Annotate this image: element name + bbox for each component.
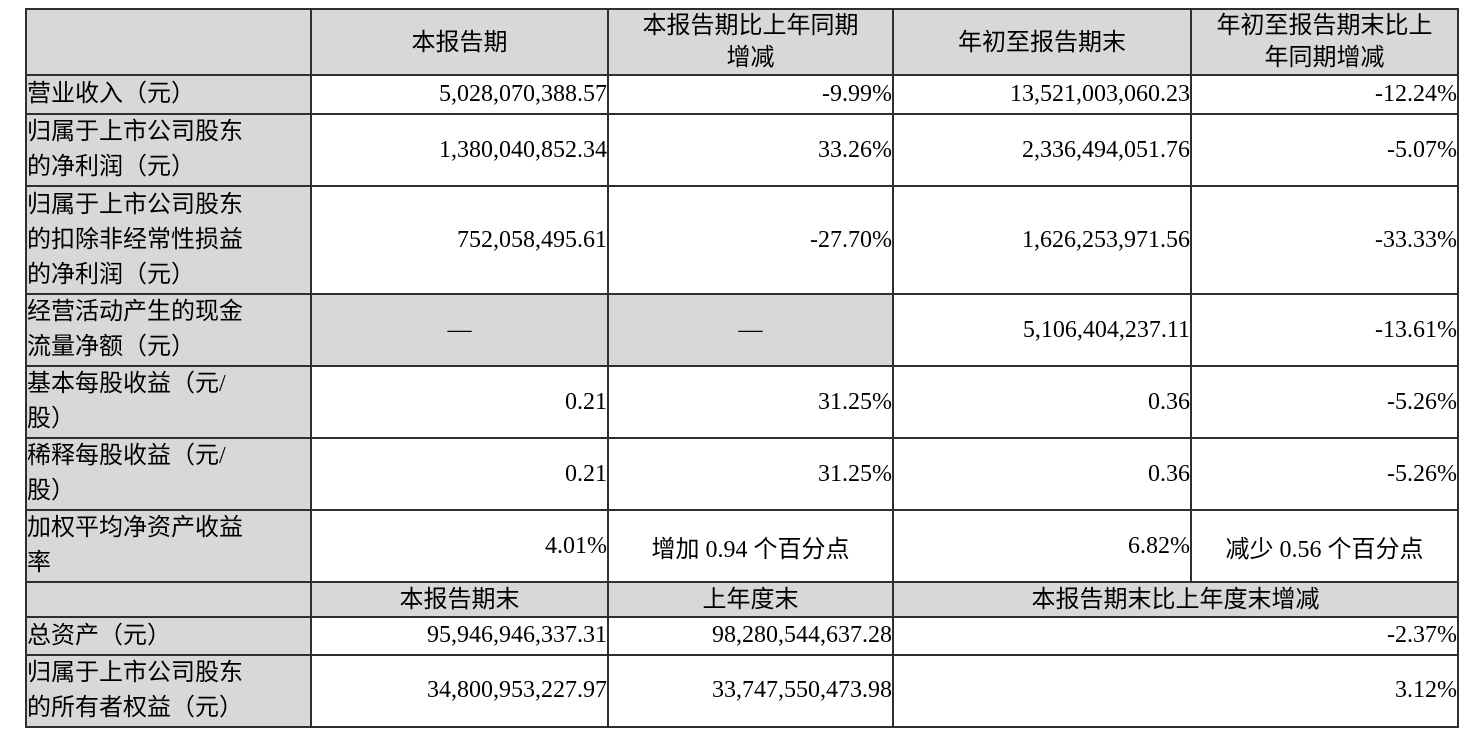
table-cell: -27.70% [607,185,894,295]
table-cell: 4.01% [310,509,609,583]
table-cell: 5,028,070,388.57 [310,74,609,115]
table-cell: -5.26% [1190,437,1459,511]
table-row-net-profit-excl-nonrecurring: 归属于上市公司股东的扣除非经常性损益的净利润（元） 752,058,495.61… [25,185,1459,295]
table-cell-dash: — [607,293,894,367]
table-row-operating-cash-flow: 经营活动产生的现金流量净额（元） — — 5,106,404,237.11 -1… [25,293,1459,367]
row-label: 经营活动产生的现金流量净额（元） [27,299,243,360]
table-header-row-bottom: 本报告期末 上年度末 本报告期末比上年度末增减 [25,581,1459,618]
column-header-ytd-vs-prior: 年初至报告期末比上年同期增减 [1190,8,1459,76]
table-cell: 6.82% [892,509,1192,583]
row-label: 营业收入（元） [27,81,195,108]
corner-blank-cell [25,581,312,618]
row-label-cell: 营业收入（元） [25,74,312,115]
table-cell: 增加 0.94 个百分点 [607,509,894,583]
column-header-label: 本报告期比上年同期增减 [642,13,859,71]
table-row-operating-revenue: 营业收入（元） 5,028,070,388.57 -9.99% 13,521,0… [25,74,1459,115]
table-row-owners-equity: 归属于上市公司股东的所有者权益（元） 34,800,953,227.97 33,… [25,653,1459,728]
column-header-current-period: 本报告期 [310,8,609,76]
table-cell: 1,380,040,852.34 [310,113,609,187]
table-cell: 98,280,544,637.28 [607,616,894,656]
table-cell-dash: — [310,293,609,367]
corner-blank-cell [25,8,312,76]
table-cell: 5,106,404,237.11 [892,293,1192,367]
row-label-cell: 归属于上市公司股东的扣除非经常性损益的净利润（元） [25,185,312,295]
table-row-weighted-avg-roe: 加权平均净资产收益率 4.01% 增加 0.94 个百分点 6.82% 减少 0… [25,509,1459,583]
row-label: 归属于上市公司股东的扣除非经常性损益的净利润（元） [27,191,243,288]
column-header-label: 年初至报告期末 [958,29,1126,56]
table-cell: 0.36 [892,437,1192,511]
table-cell: 0.21 [310,365,609,439]
table-header-row-top: 本报告期 本报告期比上年同期增减 年初至报告期末 年初至报告期末比上年同期增减 [25,8,1459,76]
table-cell: 33,747,550,473.98 [607,653,894,728]
row-label-cell: 基本每股收益（元/股） [25,365,312,439]
table-row-net-profit: 归属于上市公司股东的净利润（元） 1,380,040,852.34 33.26%… [25,113,1459,187]
table-cell: 2,336,494,051.76 [892,113,1192,187]
table-cell: 1,626,253,971.56 [892,185,1192,295]
table-cell: -33.33% [1190,185,1459,295]
table-cell: -5.07% [1190,113,1459,187]
table-row-diluted-eps: 稀释每股收益（元/股） 0.21 31.25% 0.36 -5.26% [25,437,1459,511]
column-header-current-vs-prior: 本报告期比上年同期增减 [607,8,894,76]
table-cell: -13.61% [1190,293,1459,367]
column-header-label: 年初至报告期末比上年同期增减 [1216,13,1433,71]
row-label-cell: 稀释每股收益（元/股） [25,437,312,511]
table-cell: 31.25% [607,437,894,511]
column-header-label: 本报告期 [411,29,508,56]
row-label: 加权平均净资产收益率 [27,515,243,576]
table-cell: 752,058,495.61 [310,185,609,295]
row-label-cell: 归属于上市公司股东的所有者权益（元） [25,653,312,728]
financial-summary-table: 本报告期 本报告期比上年同期增减 年初至报告期末 年初至报告期末比上年同期增减 … [25,8,1459,728]
table-cell: 13,521,003,060.23 [892,74,1192,115]
table-row-total-assets: 总资产（元） 95,946,946,337.31 98,280,544,637.… [25,616,1459,656]
row-label: 归属于上市公司股东的净利润（元） [27,119,243,180]
table-cell: -2.37% [892,616,1459,656]
table-cell: -9.99% [607,74,894,115]
row-label: 基本每股收益（元/股） [27,371,226,432]
row-label-cell: 加权平均净资产收益率 [25,509,312,583]
row-label: 稀释每股收益（元/股） [27,443,226,504]
table-cell: 3.12% [892,653,1459,728]
table-cell: 95,946,946,337.31 [310,616,609,656]
row-label-cell: 归属于上市公司股东的净利润（元） [25,113,312,187]
table-cell: 减少 0.56 个百分点 [1190,509,1459,583]
table-cell: 0.36 [892,365,1192,439]
row-label-cell: 总资产（元） [25,616,312,656]
row-label-cell: 经营活动产生的现金流量净额（元） [25,293,312,367]
column-header-ytd: 年初至报告期末 [892,8,1192,76]
table-cell: 0.21 [310,437,609,511]
column-header-end-of-period: 本报告期末 [310,581,609,618]
column-header-end-of-prior-year: 上年度末 [607,581,894,618]
table-cell: 34,800,953,227.97 [310,653,609,728]
table-cell: -12.24% [1190,74,1459,115]
table-row-basic-eps: 基本每股收益（元/股） 0.21 31.25% 0.36 -5.26% [25,365,1459,439]
table-cell: -5.26% [1190,365,1459,439]
table-cell: 31.25% [607,365,894,439]
column-header-period-vs-prior-year-end: 本报告期末比上年度末增减 [892,581,1459,618]
table-cell: 33.26% [607,113,894,187]
row-label: 总资产（元） [27,622,171,649]
row-label: 归属于上市公司股东的所有者权益（元） [27,659,243,721]
